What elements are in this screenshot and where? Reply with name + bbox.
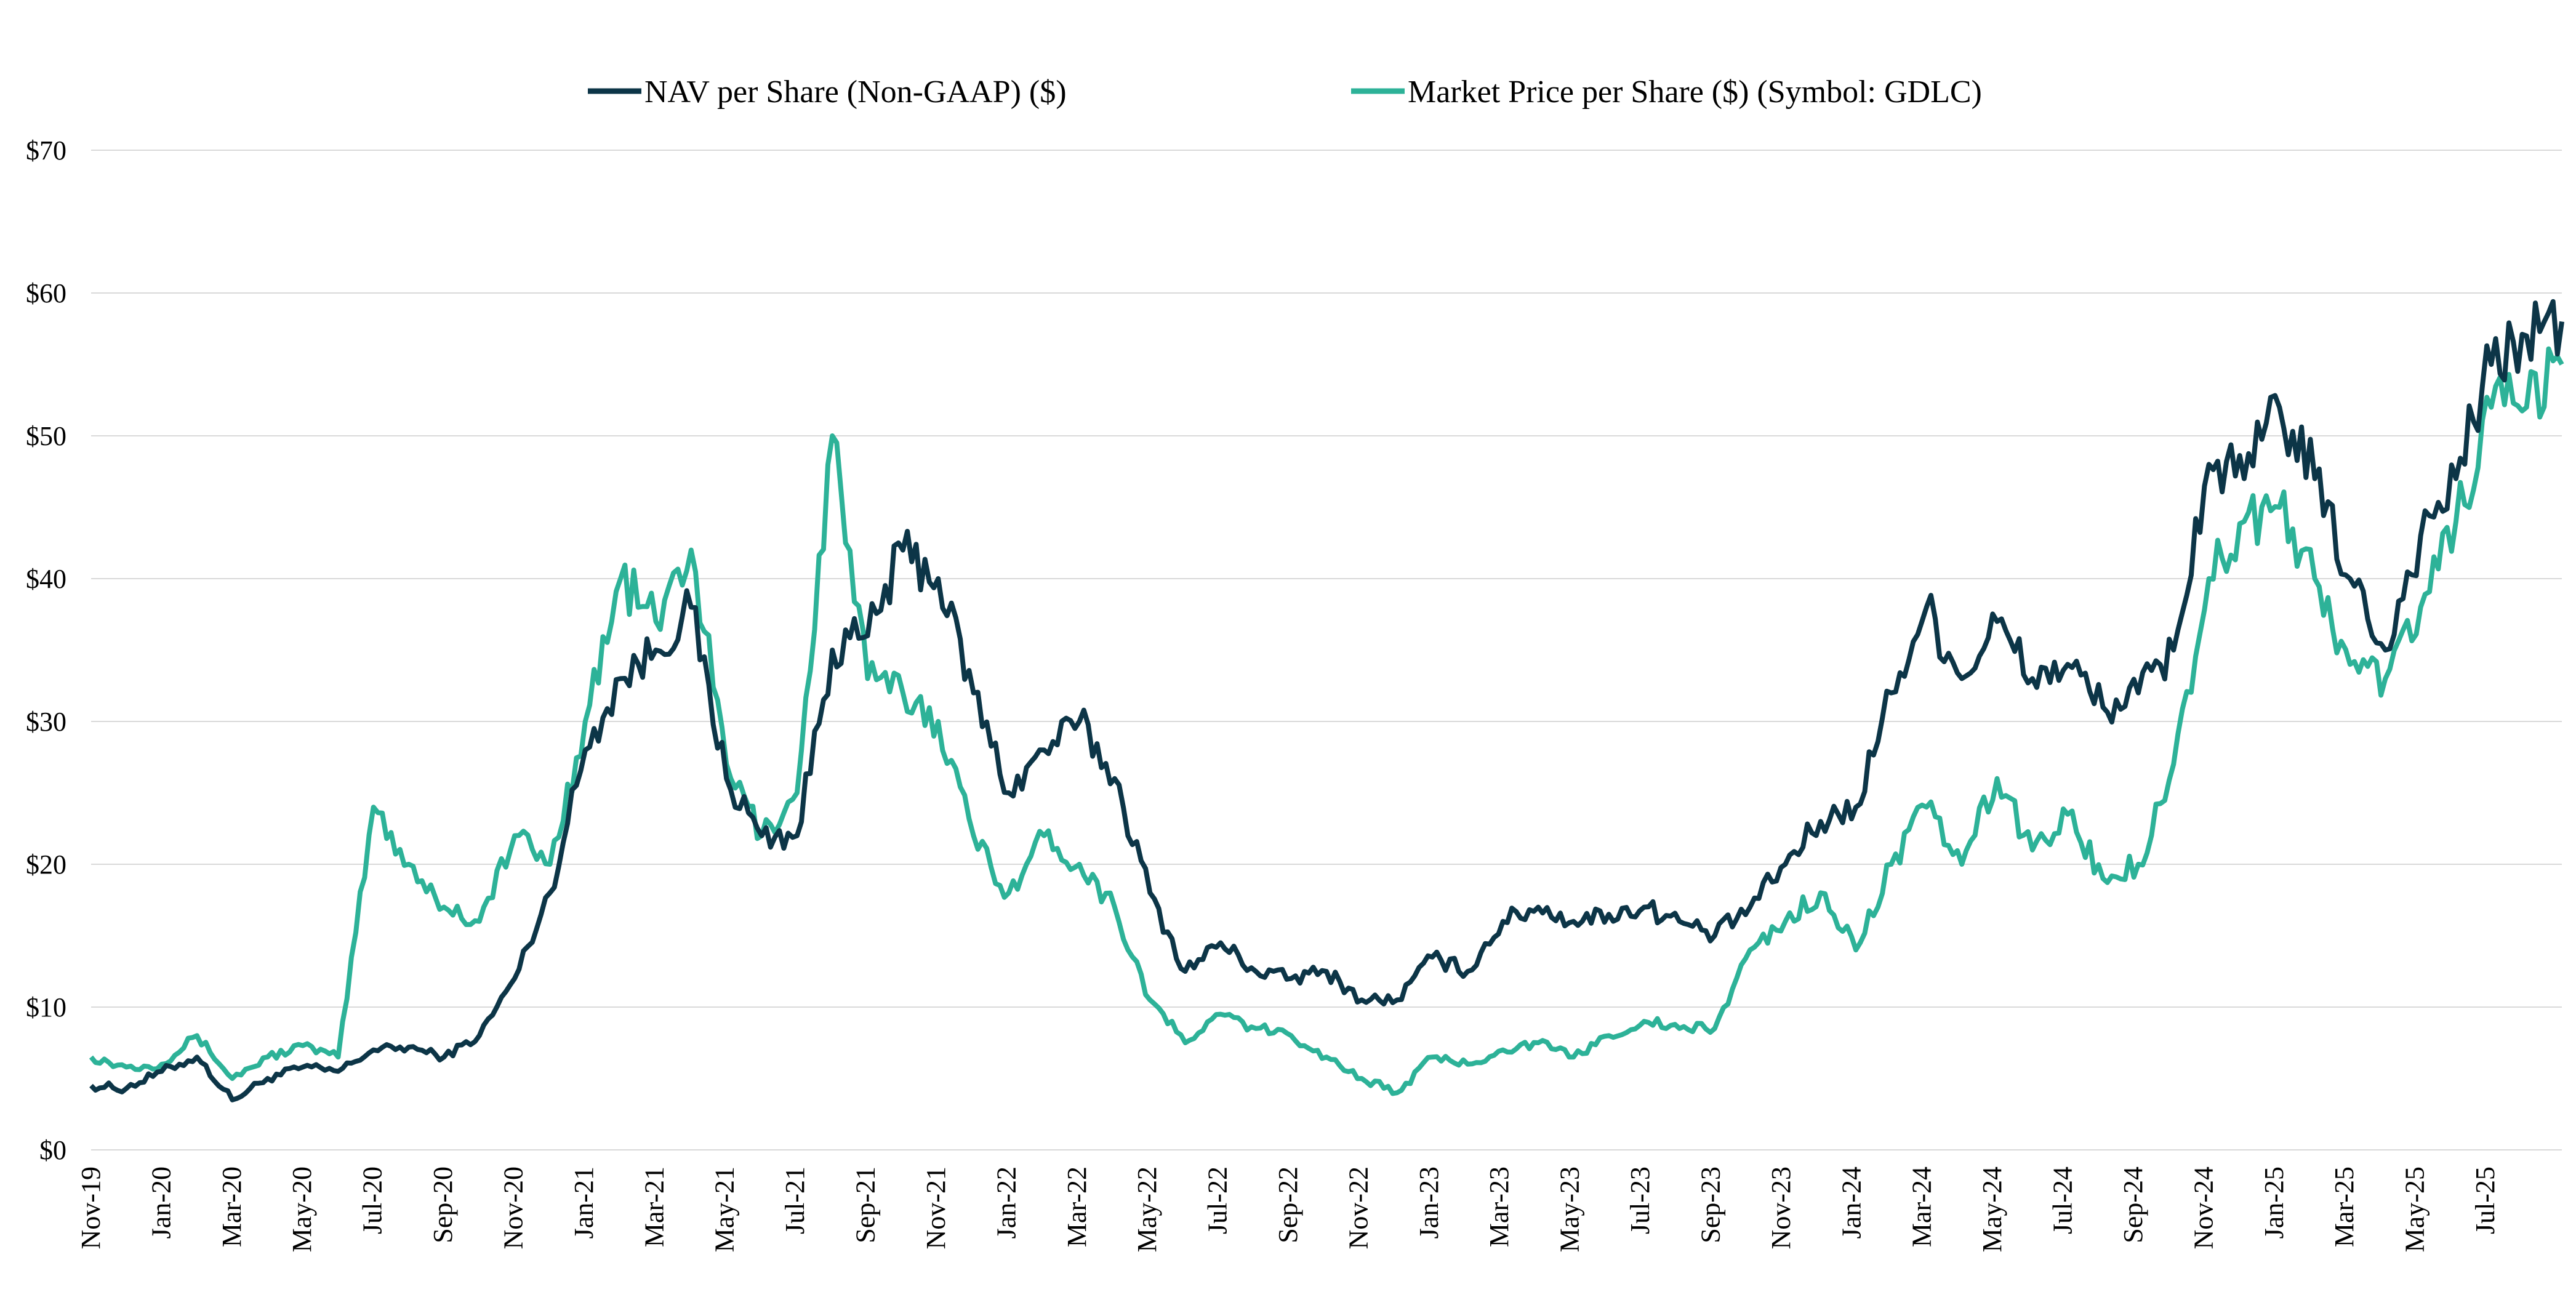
legend-label-market-price: Market Price per Share ($) (Symbol: GDLC… xyxy=(1408,74,1982,110)
x-tick-label: Mar-23 xyxy=(1484,1166,1514,1247)
series-line-market-price xyxy=(89,346,2564,1096)
x-tick-label: Jan-20 xyxy=(146,1166,176,1239)
legend-item-market-price: Market Price per Share ($) (Symbol: GDLC… xyxy=(1351,74,1982,110)
x-tick-label: Jan-22 xyxy=(991,1166,1021,1239)
x-tick-label: Nov-23 xyxy=(1766,1166,1796,1249)
y-tick-label: $30 xyxy=(26,707,66,737)
x-tick-label: Sep-21 xyxy=(851,1166,881,1243)
y-tick-label: $20 xyxy=(26,849,66,880)
x-tick-label: Jul-20 xyxy=(358,1166,388,1234)
x-tick-label: Jan-24 xyxy=(1836,1166,1866,1239)
y-tick-label: $0 xyxy=(39,1135,66,1165)
x-tick-label: Sep-24 xyxy=(2118,1166,2148,1243)
y-tick-label: $60 xyxy=(26,278,66,308)
y-axis-tick-labels: $0 $10 $20 $30 $40 $50 $60 $70 xyxy=(26,135,66,1165)
x-tick-label: Nov-19 xyxy=(76,1166,106,1249)
gridlines xyxy=(91,150,2562,1150)
x-tick-label: May-25 xyxy=(2400,1166,2430,1252)
x-tick-label: Jan-25 xyxy=(2259,1166,2289,1239)
y-tick-label: $50 xyxy=(26,421,66,451)
x-tick-label: May-22 xyxy=(1132,1166,1162,1252)
x-tick-label: Jan-21 xyxy=(569,1166,599,1239)
legend: NAV per Share (Non-GAAP) ($) Market Pric… xyxy=(588,74,1982,110)
x-tick-label: Jul-25 xyxy=(2470,1166,2500,1234)
x-tick-label: Jul-23 xyxy=(1625,1166,1655,1234)
y-tick-label: $10 xyxy=(26,992,66,1022)
x-tick-label: Sep-23 xyxy=(1695,1166,1725,1243)
x-tick-label: Sep-22 xyxy=(1273,1166,1303,1243)
x-tick-label: Jul-21 xyxy=(780,1166,810,1234)
y-tick-label: $40 xyxy=(26,564,66,594)
x-tick-label: Mar-22 xyxy=(1062,1166,1092,1247)
x-tick-label: Mar-24 xyxy=(1907,1166,1937,1247)
x-tick-label: Sep-20 xyxy=(428,1166,458,1243)
x-tick-label: May-20 xyxy=(287,1166,317,1252)
x-tick-label: Nov-22 xyxy=(1343,1166,1373,1249)
x-tick-label: Nov-24 xyxy=(2188,1166,2218,1249)
x-tick-label: May-24 xyxy=(1977,1166,2007,1252)
x-tick-label: May-21 xyxy=(710,1166,740,1252)
x-axis-tick-labels: Nov-19 Jan-20 Mar-20 May-20 Jul-20 Sep-20 Nov-… xyxy=(76,1166,2500,1252)
series-lines xyxy=(89,299,2564,1102)
x-tick-label: Jul-22 xyxy=(1203,1166,1233,1234)
x-tick-label: Nov-21 xyxy=(921,1166,951,1249)
x-tick-label: Mar-20 xyxy=(217,1166,247,1247)
x-tick-label: Nov-20 xyxy=(498,1166,528,1249)
x-tick-label: Jan-23 xyxy=(1414,1166,1444,1239)
x-tick-label: Mar-25 xyxy=(2329,1166,2359,1247)
x-tick-label: Jul-24 xyxy=(2048,1166,2078,1234)
x-tick-label: May-23 xyxy=(1555,1166,1585,1252)
y-tick-label: $70 xyxy=(26,135,66,166)
series-line-nav xyxy=(89,299,2564,1102)
legend-item-nav: NAV per Share (Non-GAAP) ($) xyxy=(588,74,1067,110)
x-tick-label: Mar-21 xyxy=(639,1166,669,1247)
legend-label-nav: NAV per Share (Non-GAAP) ($) xyxy=(644,74,1067,110)
